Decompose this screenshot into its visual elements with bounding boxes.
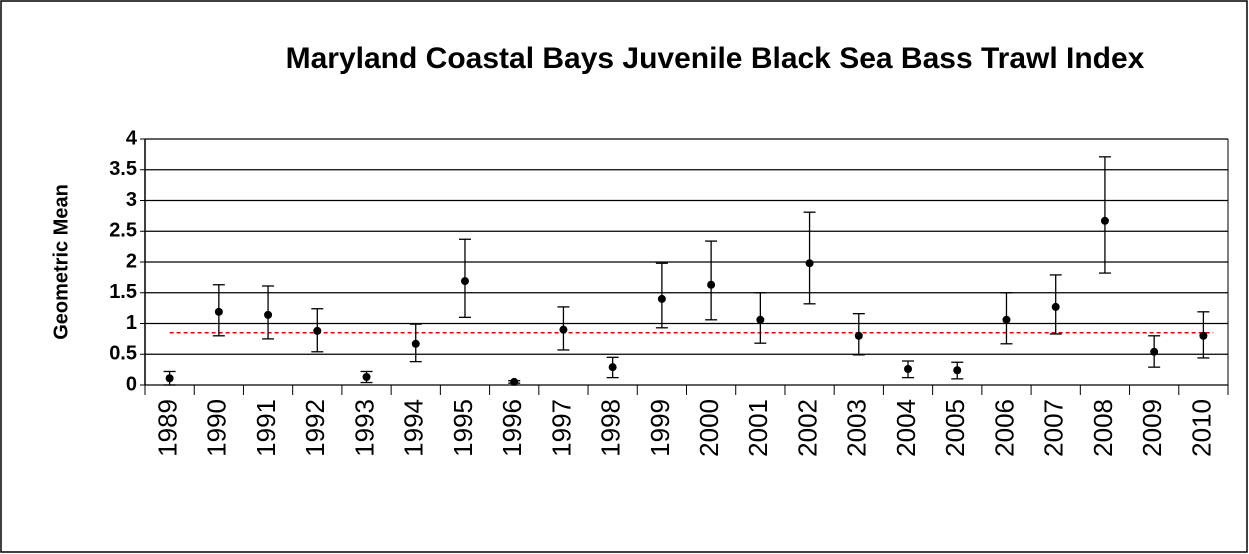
y-tick-label: 4 [126,127,138,149]
x-tick-label: 2005 [940,399,970,457]
x-tick-label: 1990 [202,399,232,457]
y-tick-label: 0 [126,373,137,395]
data-point [264,310,273,319]
data-point [657,294,666,303]
data-point [559,325,568,334]
x-tick-label: 2000 [694,399,724,457]
data-point [953,366,962,375]
data-point [904,365,913,374]
x-tick-label: 2009 [1137,399,1167,457]
data-point [1051,302,1060,311]
x-tick-label: 2004 [891,399,921,457]
x-tick-label: 1996 [497,399,527,457]
data-point [756,315,765,324]
x-tick-label: 2010 [1186,399,1216,457]
data-point [1199,331,1208,340]
data-point [165,374,174,383]
data-point [1002,315,1011,324]
y-tick-label: 3 [126,189,137,211]
x-tick-label: 1989 [152,399,182,457]
data-point [510,377,519,386]
data-point [854,331,863,340]
x-tick-label: 2002 [792,399,822,457]
y-axis-title: Geometric Mean [50,184,72,340]
x-tick-label: 1999 [645,399,675,457]
data-point [362,373,371,382]
x-tick-label: 1991 [251,399,281,457]
x-tick-label: 1994 [399,399,429,457]
data-point [805,259,814,268]
x-tick-label: 2003 [842,399,872,457]
y-tick-label: 0.5 [109,343,137,365]
chart-title: Maryland Coastal Bays Juvenile Black Sea… [285,42,1145,75]
data-point [411,339,420,348]
data-point [313,326,322,335]
x-tick-label: 1992 [300,399,330,457]
x-tick-label: 1998 [596,399,626,457]
x-tick-label: 2001 [743,399,773,457]
data-point [1150,347,1159,356]
data-point [608,363,617,372]
y-tick-label: 1.5 [109,281,137,303]
x-tick-label: 2006 [989,399,1019,457]
y-tick-label: 2.5 [109,220,137,242]
data-point [214,307,223,316]
data-point [460,277,469,286]
x-tick-label: 2008 [1088,399,1118,457]
y-tick-label: 2 [126,250,137,272]
x-tick-label: 1995 [448,399,478,457]
data-point [707,280,716,289]
x-tick-label: 2007 [1039,399,1069,457]
x-tick-label: 1993 [349,399,379,457]
y-tick-label: 3.5 [109,158,137,180]
data-point [1100,216,1109,225]
y-tick-label: 1 [126,312,137,334]
x-tick-label: 1997 [546,399,576,457]
